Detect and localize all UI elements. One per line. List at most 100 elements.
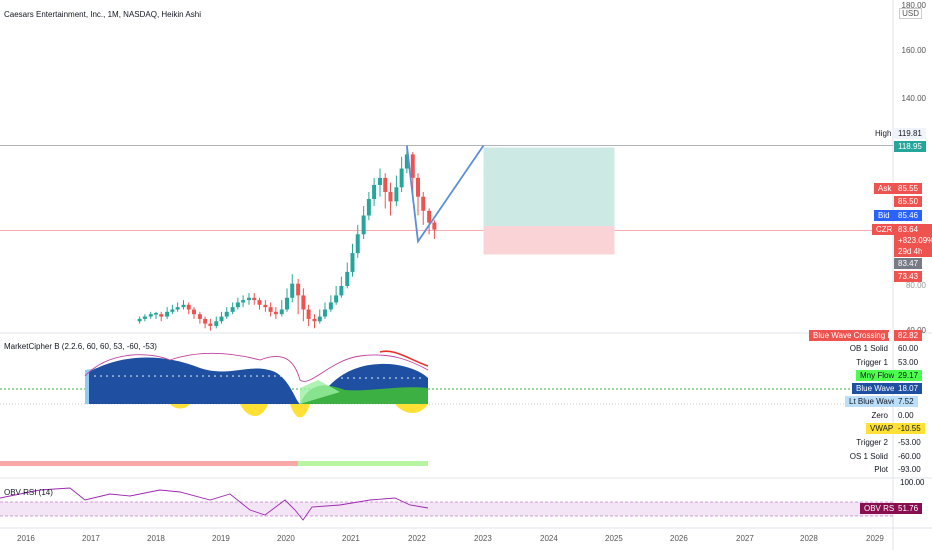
- last-price-block: 83.64 +823.09% 29d 4h: [894, 224, 932, 257]
- bar-countdown: 29d 4h: [898, 247, 923, 256]
- candle-body: [361, 215, 366, 235]
- candle-body: [290, 283, 295, 298]
- cipher-dot: [341, 377, 343, 379]
- cipher-row-label: Lt Blue Wave: [845, 396, 901, 407]
- candle-body: [388, 192, 393, 202]
- candle-body: [421, 196, 426, 211]
- symbol-tag: CZR: [872, 224, 897, 235]
- candle-body: [285, 297, 289, 310]
- candle-body: [279, 309, 284, 315]
- cipher-dot: [220, 375, 222, 377]
- cipher-row-label: Blue Wave Crossing Down: [809, 330, 908, 341]
- ask-label: Ask: [874, 183, 896, 194]
- x-axis-tick: 2029: [866, 534, 884, 543]
- cipher-dot: [286, 375, 288, 377]
- candle-body: [165, 311, 170, 317]
- x-axis-tick: 2024: [540, 534, 558, 543]
- candle-body: [312, 318, 317, 322]
- cipher-row-value: 18.07: [894, 383, 923, 394]
- cipher-row-label: Trigger 1: [856, 358, 888, 367]
- cipher-row-value: 53.00: [898, 358, 919, 367]
- price-axis-tick: 80.00: [905, 281, 926, 290]
- candle-body: [339, 286, 344, 296]
- x-axis-tick: 2027: [736, 534, 754, 543]
- cipher-dot: [226, 375, 228, 377]
- stop-price-tag: 73.43: [894, 271, 923, 282]
- candle-body: [372, 184, 377, 200]
- cipher-dot: [353, 377, 355, 379]
- cipher-dot: [407, 377, 409, 379]
- candle-body: [159, 314, 164, 317]
- target-price-tag: 118.95: [894, 141, 926, 152]
- cipher-row-label: Plot: [874, 465, 888, 474]
- x-axis-tick: 2022: [408, 534, 426, 543]
- cipher-row-label: Zero: [871, 411, 888, 420]
- obv-indicator-title[interactable]: OBV RSI (14): [4, 488, 53, 497]
- candle-body: [416, 177, 420, 197]
- bid-label: Bid: [874, 210, 894, 221]
- cipher-row-value: 7.52: [894, 396, 918, 407]
- cipher-dot: [154, 375, 156, 377]
- obv-rsi-label: OBV RSI: [860, 503, 901, 514]
- x-axis-tick: 2016: [17, 534, 35, 543]
- cipher-red-line: [379, 350, 429, 367]
- ask-value: 85.55: [894, 183, 923, 194]
- cipher-row-label: Trigger 2: [856, 438, 888, 447]
- candle-body: [247, 297, 252, 301]
- candle-body: [404, 154, 409, 169]
- high-value: 119.81: [894, 128, 926, 139]
- cipher-row-label: VWAP: [866, 423, 898, 434]
- cipher-row-value: -10.55: [894, 423, 925, 434]
- cipher-row-value: 0.00: [898, 411, 914, 420]
- vwap-wave: [290, 404, 310, 418]
- cipher-dot: [130, 375, 132, 377]
- cipher-dot: [262, 375, 264, 377]
- cipher-dot: [274, 375, 276, 377]
- candle-body: [214, 321, 219, 326]
- candle-body: [306, 309, 311, 319]
- vwap-wave: [395, 404, 428, 413]
- cipher-row-label: Blue Wave: [852, 383, 899, 394]
- candle-body: [191, 309, 196, 315]
- cipher-dot: [268, 375, 270, 377]
- candle-body: [203, 318, 208, 324]
- candle-body: [208, 323, 213, 326]
- money-flow-light: [300, 380, 340, 404]
- candle-body: [263, 304, 268, 308]
- cipher-dot: [377, 377, 379, 379]
- candle-body: [224, 311, 229, 317]
- cipher-bias-bar-green: [298, 461, 428, 466]
- candle-body: [355, 234, 360, 254]
- cipher-dot: [347, 377, 349, 379]
- blue-wave: [89, 357, 300, 404]
- candle-body: [154, 313, 158, 315]
- forecast-path: [405, 144, 485, 244]
- candle-body: [322, 309, 327, 317]
- cipher-dot: [136, 375, 138, 377]
- cipher-dot: [329, 377, 331, 379]
- candle-body: [230, 307, 235, 312]
- candle-body: [137, 318, 142, 322]
- cipher-dot: [118, 375, 120, 377]
- candle-body: [432, 222, 437, 230]
- cipher-indicator-title[interactable]: MarketCipher B (2.2.6, 60, 60, 53, -60, …: [4, 342, 157, 351]
- candle-body: [197, 314, 202, 319]
- price-axis-tick: 180.00: [901, 1, 926, 10]
- obv-axis-top: 100.00: [900, 478, 925, 487]
- candle-body: [175, 307, 180, 310]
- candle-body: [219, 316, 224, 322]
- cipher-dot: [112, 375, 114, 377]
- cipher-dot: [250, 375, 252, 377]
- cipher-dot: [389, 377, 391, 379]
- cipher-dot: [196, 375, 198, 377]
- cipher-row-value: -60.00: [898, 452, 921, 461]
- currency-label[interactable]: USD: [899, 8, 922, 19]
- price-axis-tick: 160.00: [901, 46, 926, 55]
- candle-body: [252, 297, 257, 301]
- cipher-dot: [244, 375, 246, 377]
- cipher-row-label: Mny Flow: [856, 370, 899, 381]
- long-target-zone: [483, 147, 615, 227]
- candle-body: [170, 309, 175, 312]
- candle-body: [257, 300, 262, 305]
